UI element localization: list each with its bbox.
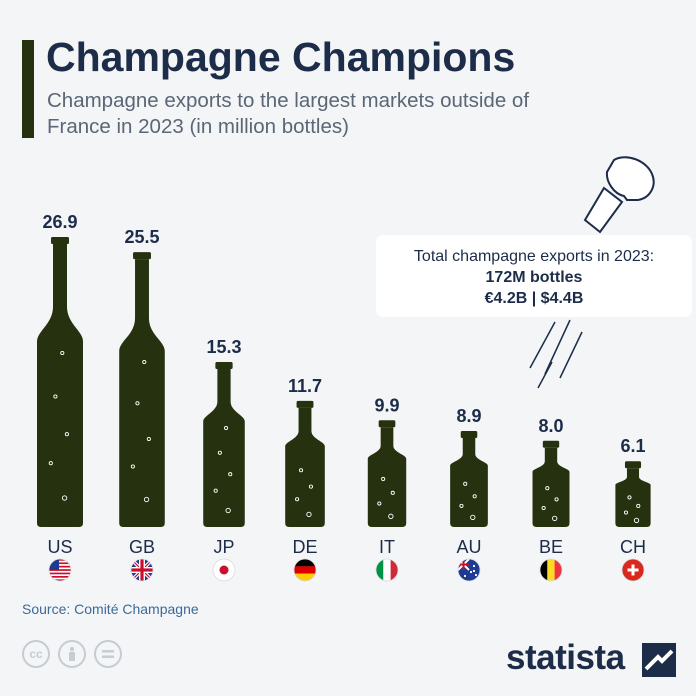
category-label: JP <box>213 537 234 557</box>
bottle-bar-us <box>37 237 83 527</box>
ch-flag-icon <box>621 558 645 582</box>
chart-subtitle: Champagne exports to the largest markets… <box>47 89 530 138</box>
value-label: 11.7 <box>288 376 322 396</box>
it-flag-icon <box>375 558 399 582</box>
category-label: AU <box>456 537 481 557</box>
statista-logo-mark-icon <box>642 643 676 677</box>
value-label: 8.9 <box>456 406 481 426</box>
jp-flag-icon <box>212 558 236 582</box>
be-flag-icon <box>539 558 563 582</box>
de-flag-icon <box>293 558 317 582</box>
bottle-bar-au <box>450 431 488 527</box>
callout-value: €4.2B | $4.4B <box>484 290 584 307</box>
bottle-bar-be <box>532 440 570 527</box>
license-icons: cc <box>22 640 122 668</box>
value-label: 6.1 <box>620 436 645 456</box>
value-label: 15.3 <box>206 337 241 357</box>
category-label: US <box>47 537 72 557</box>
chart-title: Champagne Champions <box>46 34 516 80</box>
callout-label: Total champagne exports in 2023: <box>413 248 655 265</box>
category-label: GB <box>129 537 155 557</box>
us-flag-icon <box>48 558 72 582</box>
bottle-bar-ch <box>615 461 651 527</box>
cork-icon <box>583 156 655 234</box>
value-label: 26.9 <box>42 212 77 232</box>
value-label: 8.0 <box>538 416 563 436</box>
category-label: IT <box>379 537 395 557</box>
statista-logo: statista <box>506 638 625 677</box>
bottle-bar-jp <box>203 362 245 527</box>
bottle-bar-de <box>285 400 325 527</box>
attribution-icon <box>58 640 86 668</box>
category-label: BE <box>539 537 563 557</box>
callout-bottles: 172M bottles <box>485 269 583 286</box>
au-flag-icon <box>457 558 481 582</box>
bottle-bar-gb <box>119 252 165 527</box>
value-label: 25.5 <box>124 227 159 247</box>
no-derivatives-icon <box>94 640 122 668</box>
value-label: 9.9 <box>374 395 399 415</box>
cc-icon: cc <box>22 640 50 668</box>
source-note: Source: Comité Champagne <box>22 601 199 617</box>
popping-cork-decoration <box>529 156 655 389</box>
gb-flag-icon <box>130 558 154 582</box>
title-accent-bar <box>22 40 34 138</box>
bottle-bar-it <box>367 420 407 527</box>
total-exports-callout: Total champagne exports in 2023: 172M bo… <box>376 235 692 317</box>
motion-lines-icon <box>529 319 583 389</box>
category-label: CH <box>620 537 646 557</box>
category-label: DE <box>292 537 317 557</box>
